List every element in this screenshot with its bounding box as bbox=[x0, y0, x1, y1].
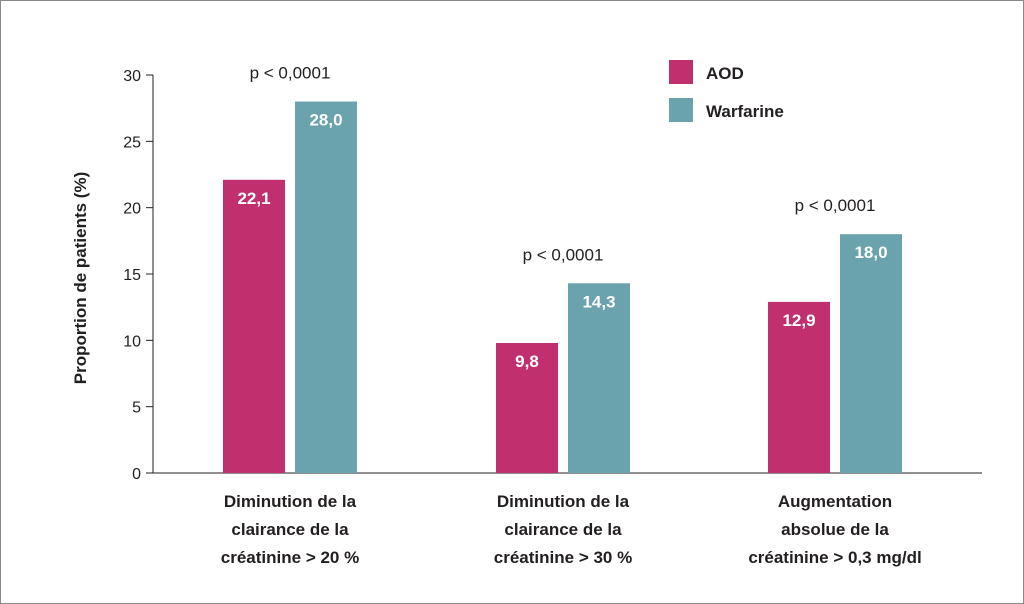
bar-value-label: 9,8 bbox=[515, 352, 539, 371]
y-tick-label: 0 bbox=[132, 466, 141, 483]
p-value-annotation: p < 0,0001 bbox=[523, 245, 604, 264]
bar-aod-1 bbox=[223, 179, 285, 473]
y-axis-label: Proportion de patients (%) bbox=[71, 172, 90, 385]
category-label: Augmentation bbox=[778, 492, 892, 511]
legend-label-aod: AOD bbox=[706, 64, 744, 83]
bar-warfarine-2 bbox=[568, 283, 630, 473]
y-tick-label: 25 bbox=[123, 134, 141, 151]
bar-warfarine-3 bbox=[840, 234, 902, 473]
p-value-annotation: p < 0,0001 bbox=[795, 196, 876, 215]
bar-value-label: 28,0 bbox=[309, 111, 342, 130]
category-label: créatinine > 0,3 mg/dl bbox=[748, 548, 921, 567]
bar-aod-3 bbox=[768, 301, 830, 473]
bar-value-label: 12,9 bbox=[782, 311, 815, 330]
p-value-annotation: p < 0,0001 bbox=[250, 64, 331, 83]
y-tick-label: 15 bbox=[123, 267, 141, 284]
category-label: Diminution de la bbox=[224, 492, 357, 511]
bar-value-label: 18,0 bbox=[854, 243, 887, 262]
bar-warfarine-1 bbox=[295, 101, 357, 474]
bar-aod-2 bbox=[496, 342, 558, 473]
category-label: créatinine > 30 % bbox=[494, 548, 632, 567]
category-label: absolue de la bbox=[781, 520, 889, 539]
legend-swatch-aod bbox=[669, 60, 693, 84]
category-label: Diminution de la bbox=[497, 492, 630, 511]
y-tick-label: 20 bbox=[123, 201, 141, 218]
category-label: clairance de la bbox=[504, 520, 622, 539]
legend-label-warfarine: Warfarine bbox=[706, 102, 784, 121]
y-tick-label: 5 bbox=[132, 400, 141, 417]
y-tick-label: 10 bbox=[123, 333, 141, 350]
category-label: créatinine > 20 % bbox=[221, 548, 359, 567]
y-tick-label: 30 bbox=[123, 68, 141, 85]
bar-value-label: 22,1 bbox=[237, 189, 270, 208]
bar-value-label: 14,3 bbox=[582, 292, 615, 311]
legend-swatch-warfarine bbox=[669, 98, 693, 122]
category-label: clairance de la bbox=[231, 520, 349, 539]
